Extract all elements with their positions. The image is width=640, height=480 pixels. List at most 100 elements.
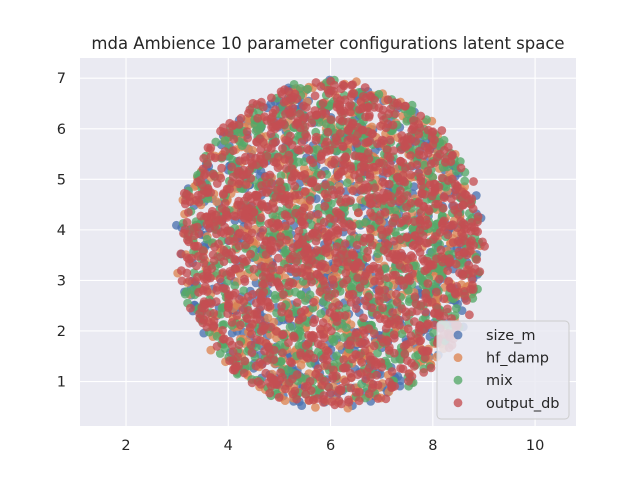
data-point: [194, 229, 204, 239]
data-point: [423, 319, 433, 329]
data-point: [256, 151, 266, 161]
data-point: [350, 170, 359, 180]
data-point: [406, 170, 416, 180]
data-point: [351, 388, 361, 397]
data-point: [447, 194, 456, 204]
data-point: [315, 287, 325, 297]
data-point: [363, 246, 373, 256]
data-point: [243, 133, 253, 143]
data-point: [351, 304, 361, 313]
data-point: [421, 307, 430, 317]
data-point: [285, 322, 295, 332]
data-point: [247, 378, 257, 388]
data-point: [423, 166, 433, 176]
data-point: [227, 121, 237, 131]
data-point: [373, 394, 383, 403]
data-point: [362, 367, 372, 377]
data-point: [325, 213, 335, 223]
data-point: [303, 84, 312, 94]
data-point: [303, 353, 313, 363]
data-point: [261, 179, 271, 188]
data-point: [330, 400, 340, 410]
data-point: [216, 126, 225, 136]
data-point: [262, 151, 272, 161]
data-point: [202, 220, 212, 229]
data-point: [382, 292, 391, 302]
data-point: [192, 261, 201, 271]
data-point: [375, 314, 385, 323]
data-point: [224, 236, 234, 246]
data-point: [235, 263, 245, 273]
data-point: [403, 140, 413, 149]
data-point: [296, 307, 306, 317]
data-point: [448, 150, 457, 160]
data-point: [341, 377, 350, 386]
data-point: [336, 210, 346, 220]
data-point: [242, 256, 251, 266]
data-point: [330, 248, 340, 257]
data-point: [202, 265, 212, 275]
data-point: [297, 401, 307, 410]
data-point: [271, 137, 281, 147]
data-point: [233, 352, 243, 362]
data-point: [395, 197, 404, 207]
data-point: [225, 184, 235, 194]
data-point: [220, 147, 230, 156]
data-point: [407, 125, 417, 135]
data-point: [222, 212, 232, 222]
data-point: [376, 334, 386, 343]
data-point: [209, 256, 219, 265]
data-point: [332, 146, 342, 156]
chart-title: mda Ambience 10 parameter configurations…: [91, 34, 564, 53]
data-point: [326, 388, 336, 398]
data-point: [305, 195, 315, 205]
data-point: [240, 277, 250, 286]
data-point: [266, 322, 276, 332]
data-point: [258, 272, 268, 281]
legend-box: [436, 320, 570, 420]
data-point: [263, 313, 273, 323]
data-point: [414, 129, 424, 139]
data-point: [317, 380, 327, 390]
data-point: [324, 89, 334, 98]
data-point: [407, 307, 417, 317]
data-point: [449, 201, 459, 211]
data-point: [336, 167, 346, 177]
data-point: [317, 170, 326, 180]
series-output_db: [176, 76, 489, 410]
data-point: [406, 331, 416, 341]
data-point: [323, 127, 333, 137]
data-point: [362, 253, 372, 262]
data-point: [420, 266, 430, 276]
data-point: [224, 128, 234, 138]
data-point: [425, 145, 434, 155]
data-point: [277, 190, 287, 199]
data-point: [396, 253, 406, 262]
data-point: [407, 358, 416, 368]
data-point: [220, 334, 229, 344]
data-point: [301, 174, 311, 184]
data-point: [316, 309, 326, 318]
data-point: [339, 355, 349, 364]
data-point: [430, 135, 439, 145]
data-point: [469, 241, 479, 250]
data-point: [294, 157, 304, 167]
data-point: [293, 240, 303, 250]
data-point: [276, 357, 286, 366]
data-point: [353, 129, 362, 139]
data-point: [219, 190, 228, 200]
data-point: [240, 156, 250, 166]
data-point: [177, 276, 187, 286]
data-point: [348, 186, 358, 196]
data-point: [308, 330, 318, 340]
data-point: [443, 266, 452, 275]
data-point: [359, 276, 369, 286]
data-point: [300, 382, 310, 392]
data-point: [389, 319, 399, 329]
data-point: [257, 121, 266, 131]
data-point: [283, 263, 292, 273]
legend-label: hf_damp: [486, 351, 549, 367]
data-point: [290, 333, 299, 343]
